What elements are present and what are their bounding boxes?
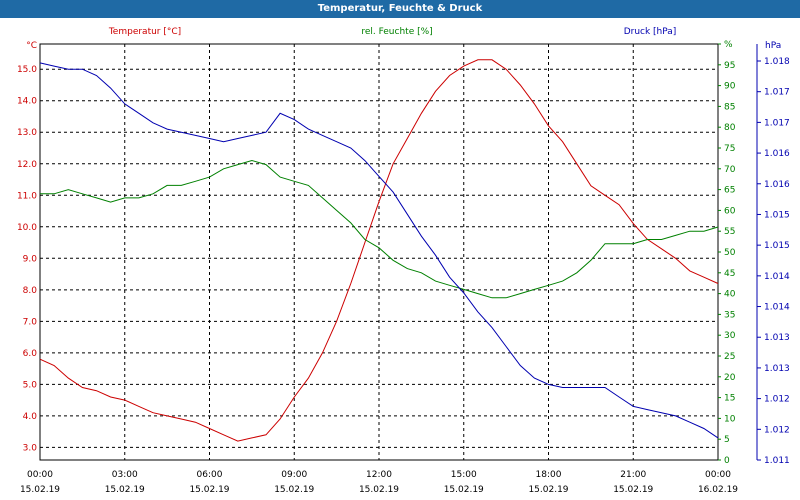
pressure-unit-label: hPa	[765, 41, 781, 51]
humidity-tick-label: 45	[724, 269, 735, 279]
pressure-tick-label: 1.016	[764, 180, 790, 190]
x-tick-date: 15.02.19	[105, 485, 145, 495]
pressure-series-line	[39, 62, 719, 439]
humidity-tick-label: 0	[724, 456, 730, 466]
temp-tick-label: 14.0	[17, 97, 37, 107]
temp-tick-label: 15.0	[17, 65, 37, 75]
pressure-tick-label: 1.013	[764, 364, 790, 374]
humidity-axis-title: rel. Feuchte [%]	[361, 27, 432, 37]
x-tick-date: 15.02.19	[359, 485, 399, 495]
humidity-tick-label: 55	[724, 227, 735, 237]
x-tick-time: 03:00	[112, 470, 138, 480]
humidity-tick-label: 65	[724, 186, 735, 196]
x-tick-time: 09:00	[281, 470, 307, 480]
x-tick-date: 15.02.19	[528, 485, 568, 495]
humidity-tick-label: 70	[724, 165, 736, 175]
pressure-tick-label: 1.014	[764, 272, 790, 282]
humidity-tick-label: 60	[724, 206, 736, 216]
humidity-tick-label: 80	[724, 123, 736, 133]
x-tick-date: 15.02.19	[274, 485, 314, 495]
humidity-tick-label: 40	[724, 290, 736, 300]
humidity-tick-label: 10	[724, 414, 736, 424]
humidity-series-line	[40, 159, 719, 299]
pressure-tick-label: 1.015	[764, 210, 790, 220]
x-tick-time: 15:00	[451, 470, 477, 480]
x-tick-time: 12:00	[366, 470, 392, 480]
pressure-tick-label: 1.011	[764, 456, 790, 466]
x-tick-time: 18:00	[536, 470, 562, 480]
temp-tick-label: 3.0	[23, 443, 38, 453]
x-tick-time: 21:00	[620, 470, 646, 480]
temp-tick-label: 6.0	[23, 349, 38, 359]
pressure-tick-label: 1.014	[764, 303, 790, 313]
humidity-tick-label: 35	[724, 310, 735, 320]
pressure-tick-label: 1.017	[764, 118, 790, 128]
x-tick-date: 15.02.19	[20, 485, 60, 495]
x-tick-time: 06:00	[197, 470, 223, 480]
temp-tick-label: 12.0	[17, 160, 37, 170]
temp-unit-label: °C	[26, 41, 37, 51]
temp-tick-label: 11.0	[17, 191, 37, 201]
temp-tick-label: 4.0	[23, 412, 38, 422]
pressure-tick-label: 1.017	[764, 88, 790, 98]
x-tick-date: 15.02.19	[189, 485, 229, 495]
pressure-tick-label: 1.012	[764, 395, 790, 405]
temp-tick-label: 8.0	[23, 286, 38, 296]
x-tick-time: 00:00	[27, 470, 53, 480]
temp-tick-label: 7.0	[23, 317, 38, 327]
x-tick-date: 16.02.19	[698, 485, 738, 495]
humidity-tick-label: 85	[724, 102, 735, 112]
x-tick-time: 00:00	[705, 470, 731, 480]
humidity-tick-label: %	[724, 40, 733, 50]
temp-tick-label: 10.0	[17, 223, 37, 233]
humidity-tick-label: 5	[724, 435, 730, 445]
pressure-tick-label: 1.012	[764, 425, 790, 435]
x-tick-date: 15.02.19	[613, 485, 653, 495]
humidity-tick-label: 90	[724, 82, 736, 92]
temp-tick-label: 13.0	[17, 128, 37, 138]
pressure-tick-label: 1.016	[764, 149, 790, 159]
x-tick-date: 15.02.19	[444, 485, 484, 495]
humidity-tick-label: 95	[724, 61, 735, 71]
humidity-tick-label: 25	[724, 352, 735, 362]
humidity-tick-label: 30	[724, 331, 736, 341]
pressure-tick-label: 1.013	[764, 333, 790, 343]
humidity-tick-label: 15	[724, 394, 735, 404]
temperature-series-line	[39, 59, 719, 442]
pressure-axis-title: Druck [hPa]	[624, 27, 677, 37]
pressure-tick-label: 1.015	[764, 241, 790, 251]
humidity-tick-label: 50	[724, 248, 736, 258]
temp-tick-label: 5.0	[23, 380, 38, 390]
temp-tick-label: 9.0	[23, 254, 38, 264]
humidity-tick-label: 75	[724, 144, 735, 154]
chart-title: Temperatur, Feuchte & Druck	[0, 0, 800, 18]
temp-axis-title: Temperatur [°C]	[108, 27, 181, 37]
pressure-tick-label: 1.018	[764, 57, 790, 67]
humidity-tick-label: 20	[724, 373, 736, 383]
